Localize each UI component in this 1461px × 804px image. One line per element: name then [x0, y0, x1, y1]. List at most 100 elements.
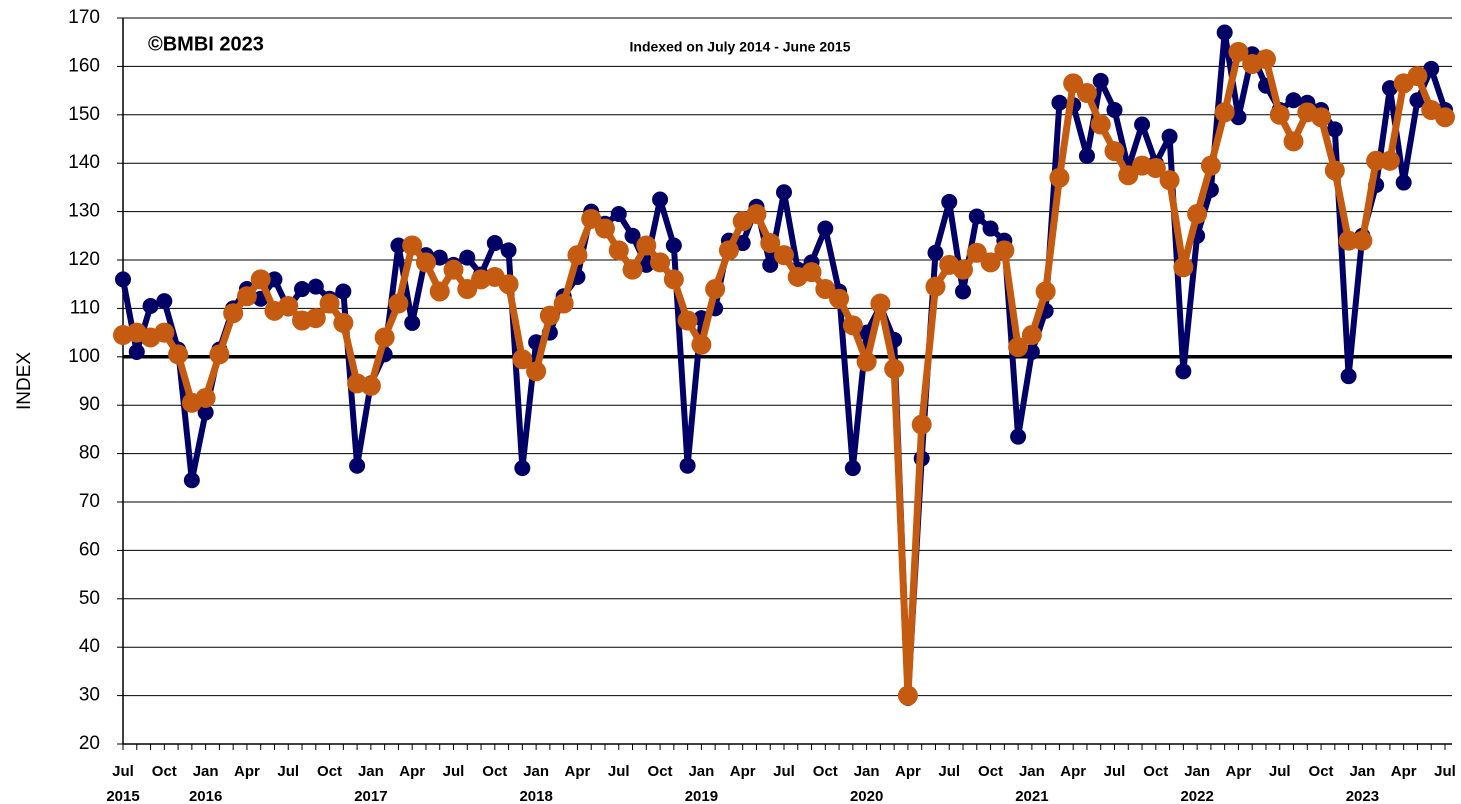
series-marker [553, 293, 574, 314]
y-tick-label: 80 [79, 443, 100, 464]
series-marker [156, 293, 173, 310]
series-marker [197, 404, 214, 421]
series-marker [250, 269, 271, 290]
series-marker [1134, 116, 1151, 133]
series-marker [608, 240, 629, 261]
series-marker [1214, 102, 1235, 123]
series-marker [762, 256, 779, 273]
y-tick-label: 110 [70, 297, 100, 318]
year-label: 2015 [106, 788, 139, 804]
series-marker [982, 220, 999, 237]
x-tick-label: Jul [938, 763, 960, 780]
x-tick-label: Oct [1309, 763, 1334, 780]
series-marker [514, 460, 531, 477]
series-marker [594, 218, 615, 239]
series-marker [305, 308, 326, 329]
series-marker [856, 351, 877, 372]
x-tick-label: Oct [1143, 763, 1168, 780]
series-marker [1435, 107, 1455, 128]
x-tick-label: Oct [317, 763, 342, 780]
series-marker [746, 204, 767, 225]
series-marker [652, 191, 669, 208]
series-marker [209, 344, 230, 365]
x-tick-label: Oct [482, 763, 507, 780]
series-marker [1049, 167, 1070, 188]
series-marker [1161, 128, 1178, 145]
series-marker [844, 460, 861, 477]
copyright: ©BMBI 2023 [148, 33, 264, 55]
series-marker [927, 244, 944, 261]
y-tick-label: 100 [68, 346, 100, 367]
series-marker [168, 344, 189, 365]
series-marker [333, 312, 354, 333]
series-marker [665, 237, 682, 254]
series-marker [415, 252, 436, 273]
series-marker [459, 249, 476, 266]
series-marker [195, 387, 216, 408]
series-marker [183, 472, 200, 489]
series-marker [1106, 101, 1123, 118]
year-label: 2020 [850, 788, 883, 804]
series-marker [829, 288, 850, 309]
series-marker [774, 245, 794, 266]
series-marker [1311, 107, 1332, 128]
y-tick-label: 150 [68, 104, 100, 125]
y-tick-label: 130 [68, 201, 100, 222]
series-marker [1021, 325, 1042, 346]
series-marker [1104, 141, 1125, 162]
series-marker [1159, 170, 1180, 191]
x-tick-label: Oct [648, 763, 673, 780]
series-marker [980, 252, 1001, 273]
series-marker [1324, 160, 1345, 181]
series-marker [1200, 155, 1221, 176]
x-tick-label: Jan [523, 763, 549, 780]
series-marker [870, 293, 891, 314]
series-marker [1090, 114, 1111, 135]
series-marker [1255, 49, 1276, 70]
series-marker [429, 281, 450, 302]
series-marker [1145, 158, 1166, 179]
series-marker [335, 283, 352, 300]
series-marker [1423, 60, 1440, 77]
y-tick-label: 90 [79, 394, 100, 415]
subtitle: Indexed on July 2014 - June 2015 [630, 39, 851, 55]
x-tick-label: Apr [1060, 763, 1086, 780]
series-marker [539, 305, 560, 326]
series-marker [1338, 230, 1359, 251]
series-marker [236, 286, 257, 307]
series-marker [142, 297, 159, 314]
series-marker [1051, 94, 1068, 111]
series-marker [691, 334, 712, 355]
x-tick-label: Jul [1104, 763, 1126, 780]
series-marker [1008, 337, 1029, 358]
series-marker [884, 358, 905, 379]
x-tick-label: Jul [443, 763, 465, 780]
x-tick-label: Jan [688, 763, 714, 780]
x-tick-label: Jan [358, 763, 384, 780]
series-marker [1175, 363, 1192, 380]
series-marker [1187, 204, 1208, 225]
y-tick-label: 140 [68, 152, 100, 173]
series-marker [925, 276, 946, 297]
series-marker [679, 457, 696, 474]
x-tick-label: Jan [193, 763, 219, 780]
x-tick-label: Apr [1226, 763, 1252, 780]
year-label: 2023 [1346, 788, 1379, 804]
series-marker [897, 685, 918, 706]
series-marker [512, 349, 533, 370]
series-marker [404, 314, 421, 331]
series-marker [154, 322, 175, 343]
series-marker [486, 235, 503, 252]
x-tick-label: Apr [895, 763, 921, 780]
x-tick-label: Oct [152, 763, 177, 780]
series-marker [115, 271, 131, 288]
series-marker [760, 233, 781, 254]
series-marker [266, 271, 283, 288]
x-tick-label: Apr [730, 763, 756, 780]
series-marker [624, 227, 641, 244]
series-marker [1228, 41, 1249, 62]
year-label: 2018 [519, 788, 552, 804]
y-axis-label: INDEX [14, 352, 35, 410]
series-marker [307, 278, 324, 295]
